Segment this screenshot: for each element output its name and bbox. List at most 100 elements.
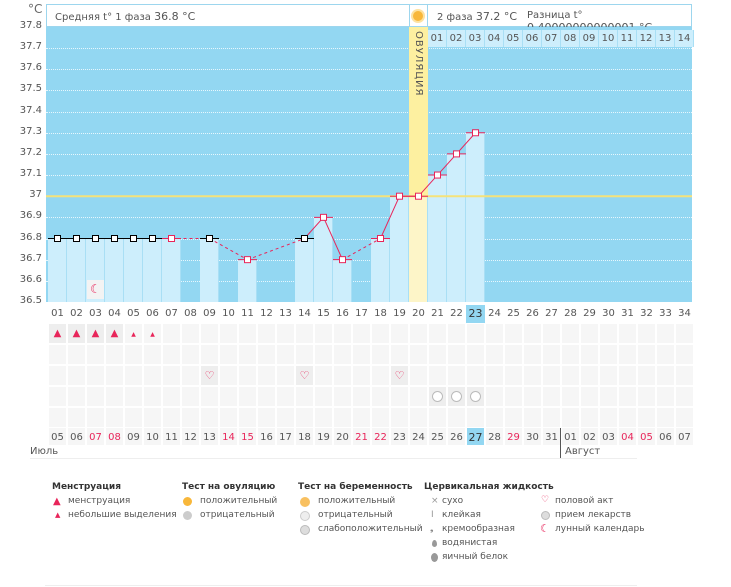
grid-cell[interactable] bbox=[276, 365, 295, 386]
grid-cell[interactable] bbox=[656, 365, 675, 386]
grid-cell[interactable] bbox=[333, 407, 352, 428]
grid-cell[interactable] bbox=[637, 344, 656, 365]
grid-cell[interactable] bbox=[48, 365, 67, 386]
grid-cell[interactable] bbox=[48, 344, 67, 365]
grid-cell[interactable] bbox=[48, 407, 67, 428]
grid-cell[interactable] bbox=[295, 386, 314, 407]
grid-cell[interactable] bbox=[485, 407, 504, 428]
grid-cell[interactable] bbox=[219, 344, 238, 365]
grid-cell[interactable] bbox=[580, 344, 599, 365]
grid-cell[interactable] bbox=[637, 323, 656, 344]
grid-cell[interactable] bbox=[637, 386, 656, 407]
grid-cell[interactable]: ▲ bbox=[67, 323, 86, 344]
grid-cell[interactable] bbox=[219, 323, 238, 344]
grid-cell[interactable] bbox=[314, 386, 333, 407]
grid-cell[interactable] bbox=[504, 365, 523, 386]
grid-cell[interactable] bbox=[200, 407, 219, 428]
grid-cell[interactable]: ▲ bbox=[105, 323, 124, 344]
grid-cell[interactable] bbox=[523, 344, 542, 365]
temperature-point[interactable] bbox=[130, 235, 137, 242]
grid-cell[interactable] bbox=[637, 365, 656, 386]
grid-cell[interactable] bbox=[580, 365, 599, 386]
grid-cell[interactable] bbox=[523, 386, 542, 407]
grid-cell[interactable] bbox=[143, 344, 162, 365]
grid-cell[interactable] bbox=[675, 323, 694, 344]
grid-cell[interactable] bbox=[276, 386, 295, 407]
grid-cell[interactable] bbox=[466, 323, 485, 344]
grid-cell[interactable] bbox=[409, 386, 428, 407]
grid-cell[interactable] bbox=[542, 386, 561, 407]
grid-cell[interactable] bbox=[580, 323, 599, 344]
grid-cell[interactable] bbox=[409, 407, 428, 428]
grid-cell[interactable] bbox=[599, 386, 618, 407]
grid-cell[interactable] bbox=[466, 386, 485, 407]
grid-cell[interactable] bbox=[238, 323, 257, 344]
temperature-point[interactable] bbox=[206, 235, 213, 242]
grid-cell[interactable] bbox=[371, 323, 390, 344]
grid-cell[interactable] bbox=[105, 407, 124, 428]
grid-cell[interactable] bbox=[447, 365, 466, 386]
grid-cell[interactable] bbox=[333, 344, 352, 365]
grid-cell[interactable] bbox=[200, 386, 219, 407]
grid-cell[interactable] bbox=[675, 365, 694, 386]
temperature-point[interactable] bbox=[92, 235, 99, 242]
grid-cell[interactable] bbox=[599, 407, 618, 428]
grid-cell[interactable] bbox=[352, 323, 371, 344]
grid-cell[interactable] bbox=[580, 386, 599, 407]
grid-cell[interactable] bbox=[124, 365, 143, 386]
grid-cell[interactable] bbox=[409, 344, 428, 365]
grid-cell[interactable] bbox=[48, 386, 67, 407]
grid-cell[interactable] bbox=[143, 386, 162, 407]
grid-cell[interactable]: ♡ bbox=[390, 365, 409, 386]
temperature-point[interactable] bbox=[415, 192, 422, 200]
grid-cell[interactable] bbox=[599, 344, 618, 365]
grid-cell[interactable] bbox=[143, 365, 162, 386]
grid-cell[interactable] bbox=[314, 344, 333, 365]
grid-cell[interactable] bbox=[67, 344, 86, 365]
grid-cell[interactable] bbox=[542, 365, 561, 386]
grid-cell[interactable] bbox=[238, 344, 257, 365]
grid-cell[interactable] bbox=[656, 344, 675, 365]
grid-cell[interactable] bbox=[295, 344, 314, 365]
grid-cell[interactable]: ♡ bbox=[200, 365, 219, 386]
grid-cell[interactable] bbox=[124, 386, 143, 407]
grid-cell[interactable] bbox=[561, 407, 580, 428]
grid-cell[interactable] bbox=[428, 386, 447, 407]
grid-cell[interactable] bbox=[162, 365, 181, 386]
grid-cell[interactable] bbox=[276, 344, 295, 365]
grid-cell[interactable] bbox=[181, 407, 200, 428]
grid-cell[interactable] bbox=[409, 323, 428, 344]
grid-cell[interactable] bbox=[181, 365, 200, 386]
grid-cell[interactable] bbox=[390, 323, 409, 344]
temperature-point[interactable] bbox=[453, 150, 460, 158]
grid-cell[interactable] bbox=[428, 344, 447, 365]
grid-cell[interactable] bbox=[428, 365, 447, 386]
grid-cell[interactable] bbox=[675, 386, 694, 407]
temperature-point[interactable] bbox=[396, 192, 403, 200]
grid-cell[interactable] bbox=[504, 344, 523, 365]
grid-cell[interactable] bbox=[371, 344, 390, 365]
grid-cell[interactable] bbox=[352, 407, 371, 428]
grid-cell[interactable] bbox=[200, 323, 219, 344]
temperature-point[interactable] bbox=[168, 235, 175, 242]
temperature-point[interactable] bbox=[54, 235, 61, 242]
grid-cell[interactable] bbox=[656, 407, 675, 428]
grid-cell[interactable] bbox=[447, 344, 466, 365]
grid-cell[interactable] bbox=[238, 386, 257, 407]
grid-cell[interactable]: ▲ bbox=[48, 323, 67, 344]
grid-cell[interactable] bbox=[561, 365, 580, 386]
temperature-point[interactable] bbox=[434, 171, 441, 179]
grid-cell[interactable] bbox=[466, 365, 485, 386]
grid-cell[interactable] bbox=[162, 344, 181, 365]
grid-cell[interactable] bbox=[656, 323, 675, 344]
grid-cell[interactable] bbox=[504, 407, 523, 428]
grid-cell[interactable] bbox=[656, 386, 675, 407]
grid-cell[interactable] bbox=[618, 344, 637, 365]
grid-cell[interactable] bbox=[67, 386, 86, 407]
grid-cell[interactable] bbox=[561, 323, 580, 344]
grid-cell[interactable] bbox=[637, 407, 656, 428]
grid-cell[interactable] bbox=[466, 344, 485, 365]
grid-cell[interactable] bbox=[447, 386, 466, 407]
temperature-point[interactable] bbox=[472, 129, 479, 137]
grid-cell[interactable] bbox=[352, 365, 371, 386]
